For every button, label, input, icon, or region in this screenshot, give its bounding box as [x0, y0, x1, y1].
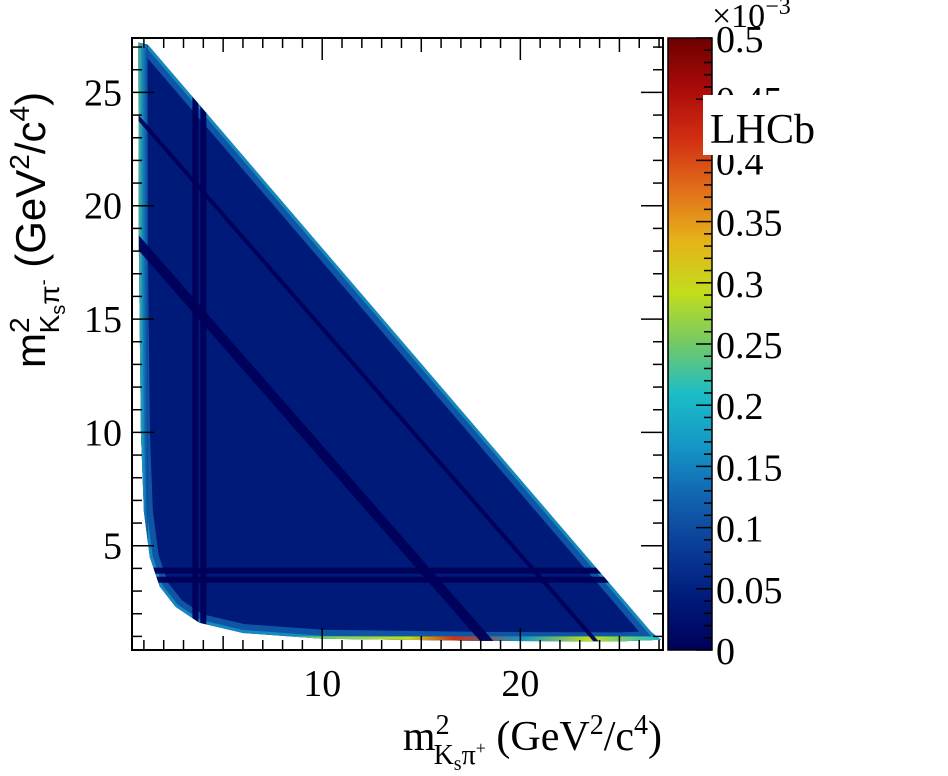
x-axis-ticks: 10 20: [143, 38, 660, 705]
colorbar-tick-label: 0.3: [716, 264, 764, 306]
left-edge-enhancement: [138, 42, 148, 614]
x-tick-label: 10: [303, 663, 341, 705]
colorbar-multiplier: ×10−3: [712, 0, 791, 35]
veto-band-diagonal-0: [138, 222, 507, 642]
colorbar-tick-label: 0.25: [716, 325, 783, 367]
y-tick-label: 25: [84, 72, 122, 114]
colorbar-tick-label: 0.1: [716, 509, 764, 551]
colorbar-frame: [667, 37, 713, 651]
colorbar-tick-label: 0.15: [716, 447, 783, 489]
y-tick-label: 10: [84, 412, 122, 454]
lhcb-label-box: [703, 95, 839, 155]
colorbar-tick-label: 0.2: [716, 386, 764, 428]
lhcb-label: LHCb: [710, 107, 815, 153]
colorbar-tick-label: 0.5: [716, 19, 764, 61]
heatmap-group: [138, 42, 662, 642]
veto-band-x-1: [200, 42, 207, 642]
x-axis-label: m2 Ksπ+ (GeV2/c4): [403, 710, 662, 775]
y-tick-label: 20: [84, 186, 122, 228]
y-axis-label: m2Ksπ- (GeV2/c4): [4, 92, 70, 368]
y-tick-label: 15: [84, 299, 122, 341]
colorbar-tick-label: 0.35: [716, 203, 783, 245]
veto-band-y-0: [138, 576, 662, 583]
colorbar-tick-label: 0.05: [716, 570, 783, 612]
plot-area-frame: [131, 37, 664, 651]
veto-band-y-1: [138, 567, 662, 574]
x-tick-label: 20: [501, 663, 539, 705]
colorbar-tick-label: 0: [716, 631, 735, 673]
y-axis-ticks: 5 10 15 20 25: [84, 46, 663, 638]
veto-band-x-0: [192, 42, 199, 642]
colorbar-ticks: 00.050.10.150.20.250.30.350.40.450.5: [667, 19, 783, 673]
y-tick-label: 5: [103, 526, 122, 568]
veto-band-diagonal-1: [138, 100, 613, 642]
bottom-edge-enhancement: [203, 636, 660, 642]
